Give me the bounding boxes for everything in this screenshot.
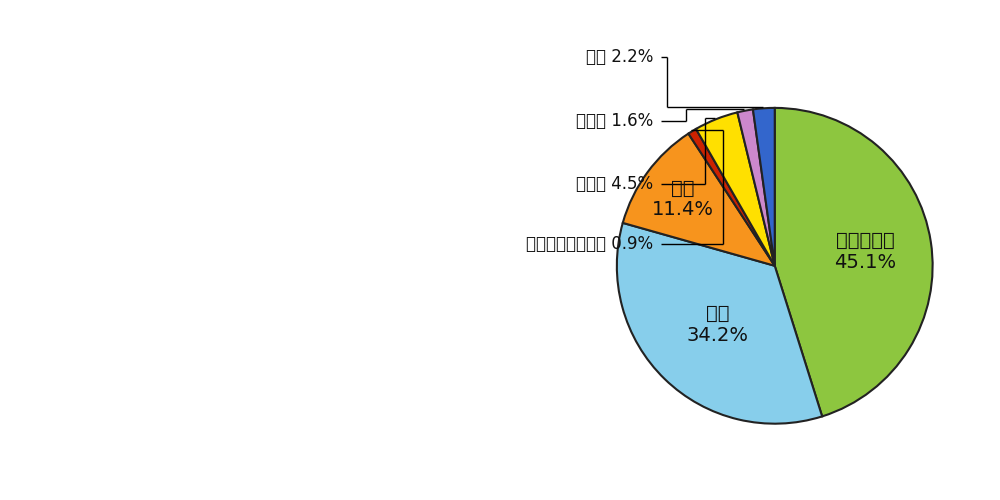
Wedge shape <box>623 134 775 266</box>
Text: 太陽光 4.5%: 太陽光 4.5% <box>576 174 653 192</box>
Wedge shape <box>688 129 775 266</box>
Text: 地熱
11.4%: 地熱 11.4% <box>652 178 714 220</box>
Wedge shape <box>696 112 775 266</box>
Wedge shape <box>753 108 775 266</box>
Text: 水力
34.2%: 水力 34.2% <box>687 304 749 346</box>
Text: 太陽熱 1.6%: 太陽熱 1.6% <box>576 112 653 130</box>
Text: 地熱（直接利用） 0.9%: 地熱（直接利用） 0.9% <box>526 234 653 252</box>
Text: バイオマス
45.1%: バイオマス 45.1% <box>834 231 896 272</box>
Wedge shape <box>737 110 775 266</box>
Wedge shape <box>617 223 822 424</box>
Wedge shape <box>775 108 933 416</box>
Text: 風力 2.2%: 風力 2.2% <box>586 48 653 66</box>
